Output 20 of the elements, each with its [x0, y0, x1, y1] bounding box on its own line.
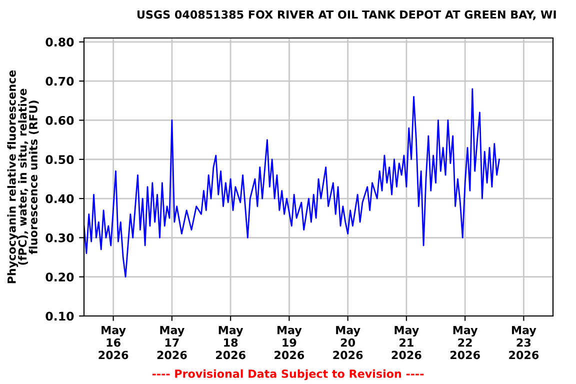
x-tick-label: May 22 2026: [450, 326, 480, 360]
y-tick-label: 0.40: [46, 194, 74, 204]
x-tick-label: May 21 2026: [392, 326, 422, 360]
y-tick-label: 0.10: [46, 312, 74, 321]
x-tick-label: May 23 2026: [509, 326, 539, 360]
x-tick-label: May 19 2026: [274, 326, 304, 360]
y-tick-label: 0.50: [46, 155, 74, 164]
y-tick-label: 0.30: [46, 233, 74, 242]
text: ---- Provisional Data Subject to Revision ----: [152, 369, 424, 380]
x-tick-label: May 16 2026: [98, 326, 128, 360]
y-tick-label: 0.80: [46, 38, 74, 47]
x-tick-label: May 18 2026: [216, 326, 246, 360]
x-tick-label: May 20 2026: [333, 326, 363, 360]
x-tick-label: May 17 2026: [157, 326, 187, 360]
y-tick-label: 0.60: [46, 116, 74, 125]
y-tick-label: 0.70: [46, 76, 74, 86]
y-tick-label: 0.20: [46, 272, 74, 282]
line-series: [84, 88, 500, 278]
y-axis-title: Phycocyanin relative fluorescence (fPC), water, in situ, relative fluorescence units (RFU): [7, 70, 39, 284]
chart-title: USGS 040851385 FOX RIVER AT OIL TANK DEPOT AT GREEN BAY, WI: [137, 10, 556, 20]
